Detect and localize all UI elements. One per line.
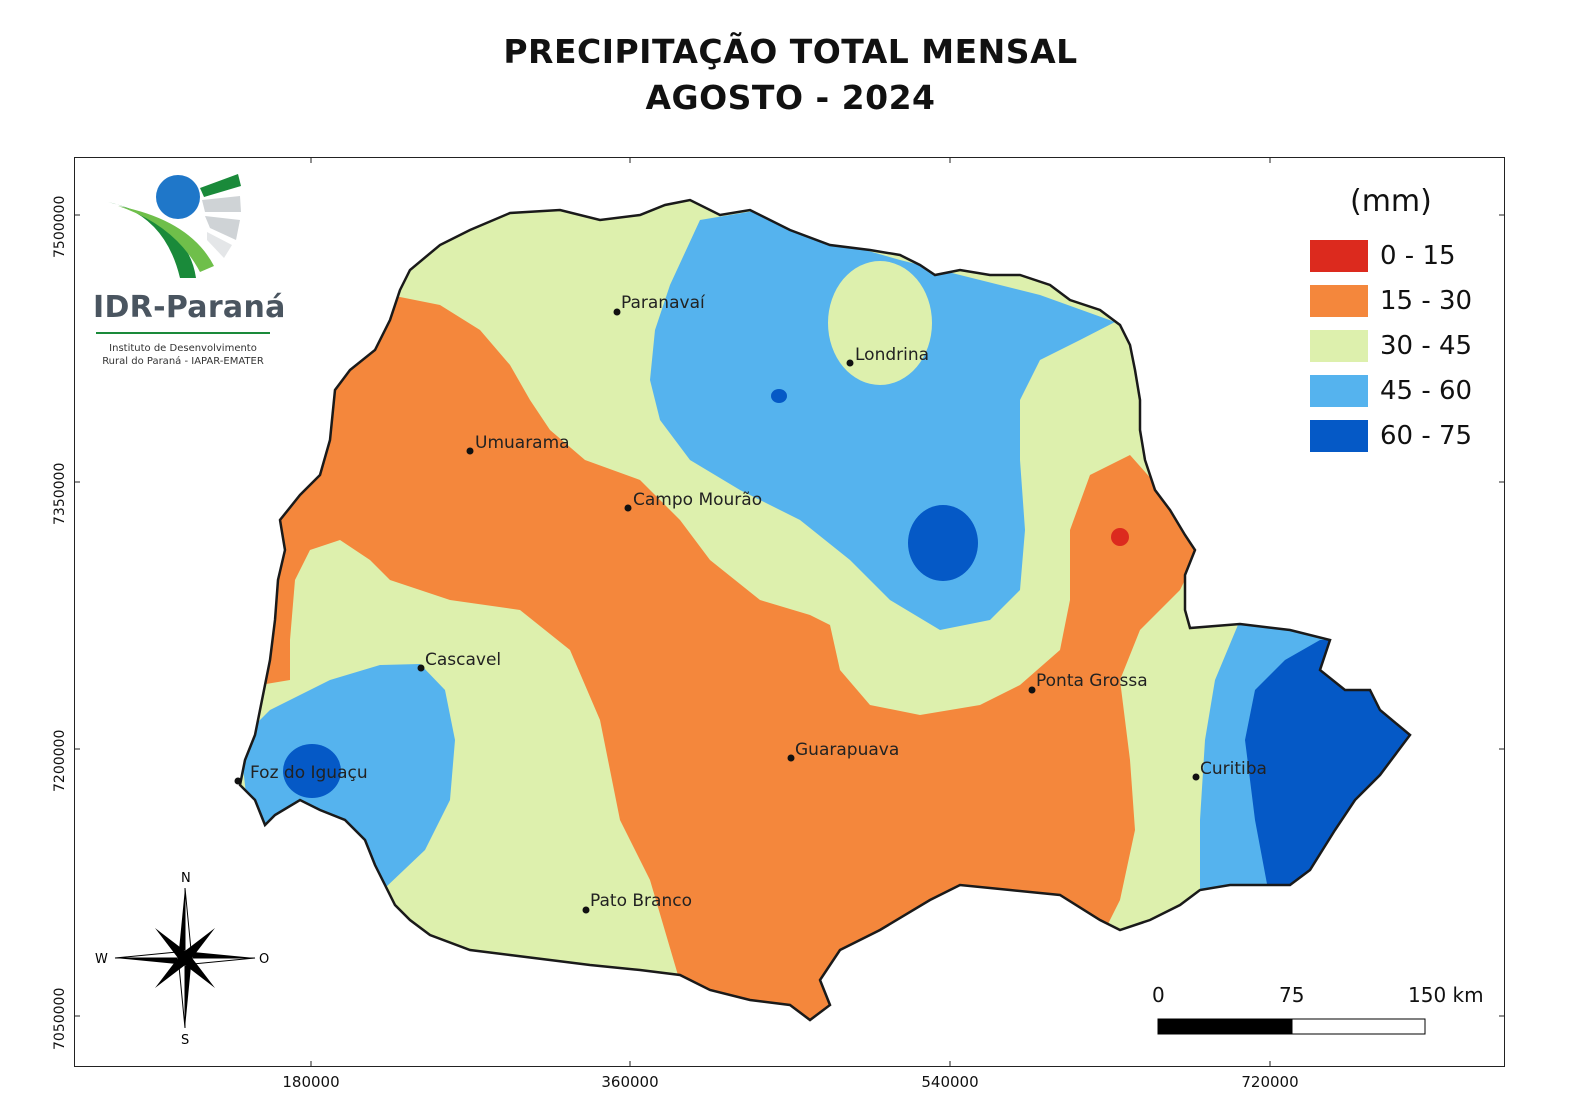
- compass-s: S: [181, 1033, 189, 1048]
- axis-ticks: [74, 157, 1505, 1067]
- x-tick-540000: 540000: [921, 1073, 979, 1091]
- x-tick-360000: 360000: [601, 1073, 659, 1091]
- scale-bar: [1157, 1018, 1426, 1035]
- city-label-umuarama: Umuarama: [475, 433, 570, 453]
- city-dot-foz-do-iguacu: [234, 777, 242, 785]
- zone-30-45-londrina: [828, 261, 932, 385]
- compass-o: O: [259, 952, 269, 967]
- scale-label-0: 0: [1152, 983, 1165, 1007]
- x-tick-720000: 720000: [1241, 1073, 1299, 1091]
- legend-label: 30 - 45: [1380, 331, 1473, 361]
- zone-60-75-dot: [771, 389, 787, 403]
- compass-rose: N S W O: [95, 871, 269, 1048]
- compass-n: N: [181, 871, 191, 886]
- zone-60-75-east: [1245, 640, 1410, 900]
- legend-item: 0 - 15: [1310, 239, 1456, 273]
- idr-logo-graphic: [96, 174, 270, 334]
- map-title-line1: PRECIPITAÇÃO TOTAL MENSAL: [503, 32, 1078, 71]
- logo-subtitle-1: Instituto de Desenvolvimento: [109, 343, 257, 354]
- zone-0-15-dot: [1111, 528, 1129, 546]
- city-dot-campo-mourao: [624, 504, 632, 512]
- city-label-curitiba: Curitiba: [1200, 759, 1267, 779]
- legend-label: 45 - 60: [1380, 376, 1473, 406]
- city-label-campo-mourao: Campo Mourão: [633, 490, 762, 510]
- city-dot-umuarama: [466, 447, 474, 455]
- y-tick-7500000: 7500000: [52, 195, 68, 258]
- city-dot-curitiba: [1192, 773, 1200, 781]
- precipitation-zones: [240, 200, 1410, 1020]
- legend-label: 0 - 15: [1380, 241, 1456, 271]
- legend-swatch: [1310, 420, 1368, 452]
- legend-title: (mm): [1350, 184, 1432, 219]
- city-label-londrina: Londrina: [855, 345, 929, 365]
- y-tick-7350000: 7350000: [52, 462, 68, 525]
- zone-45-60-north: [650, 210, 1115, 630]
- city-dot-paranavai: [613, 308, 621, 316]
- legend-item: 30 - 45: [1310, 329, 1472, 363]
- legend-swatch: [1310, 285, 1368, 317]
- legend-item: 60 - 75: [1310, 419, 1472, 453]
- legend-item: 45 - 60: [1310, 374, 1472, 408]
- city-dot-ponta-grossa: [1028, 686, 1036, 694]
- legend-swatch: [1310, 240, 1368, 272]
- scale-label-150: 150 km: [1408, 983, 1484, 1007]
- logo-subtitle-2: Rural do Paraná - IAPAR-EMATER: [102, 356, 264, 367]
- legend-label: 60 - 75: [1380, 421, 1473, 451]
- city-dot-pato-branco: [582, 906, 590, 914]
- legend-item: 15 - 30: [1310, 284, 1472, 318]
- legend-swatch: [1310, 330, 1368, 362]
- city-markers: Paranavaí Londrina Umuarama Campo Mourão…: [234, 293, 1267, 914]
- scale-label-75: 75: [1279, 983, 1305, 1007]
- city-label-pato-branco: Pato Branco: [590, 891, 692, 911]
- zone-45-60-west: [240, 664, 455, 888]
- city-dot-guarapuava: [787, 754, 795, 762]
- city-label-foz-do-iguacu: Foz do Iguaçu: [250, 763, 368, 783]
- legend-swatch: [1310, 375, 1368, 407]
- city-label-ponta-grossa: Ponta Grossa: [1036, 671, 1148, 691]
- zone-60-75-center: [908, 505, 978, 581]
- city-label-paranavai: Paranavaí: [621, 293, 706, 313]
- zone-60-75-foz: [283, 744, 341, 798]
- city-dot-cascavel: [417, 664, 425, 672]
- city-label-cascavel: Cascavel: [425, 650, 501, 670]
- y-tick-7050000: 7050000: [52, 987, 68, 1050]
- city-label-guarapuava: Guarapuava: [795, 740, 899, 760]
- zone-15-30: [260, 295, 1200, 1020]
- logo-name: IDR-Paraná: [93, 290, 286, 325]
- city-dot-londrina: [846, 359, 854, 367]
- x-tick-180000: 180000: [282, 1073, 340, 1091]
- compass-w: W: [95, 952, 108, 967]
- y-tick-7200000: 7200000: [52, 729, 68, 792]
- map-title-line2: AGOSTO - 2024: [645, 78, 936, 117]
- legend-label: 15 - 30: [1380, 286, 1473, 316]
